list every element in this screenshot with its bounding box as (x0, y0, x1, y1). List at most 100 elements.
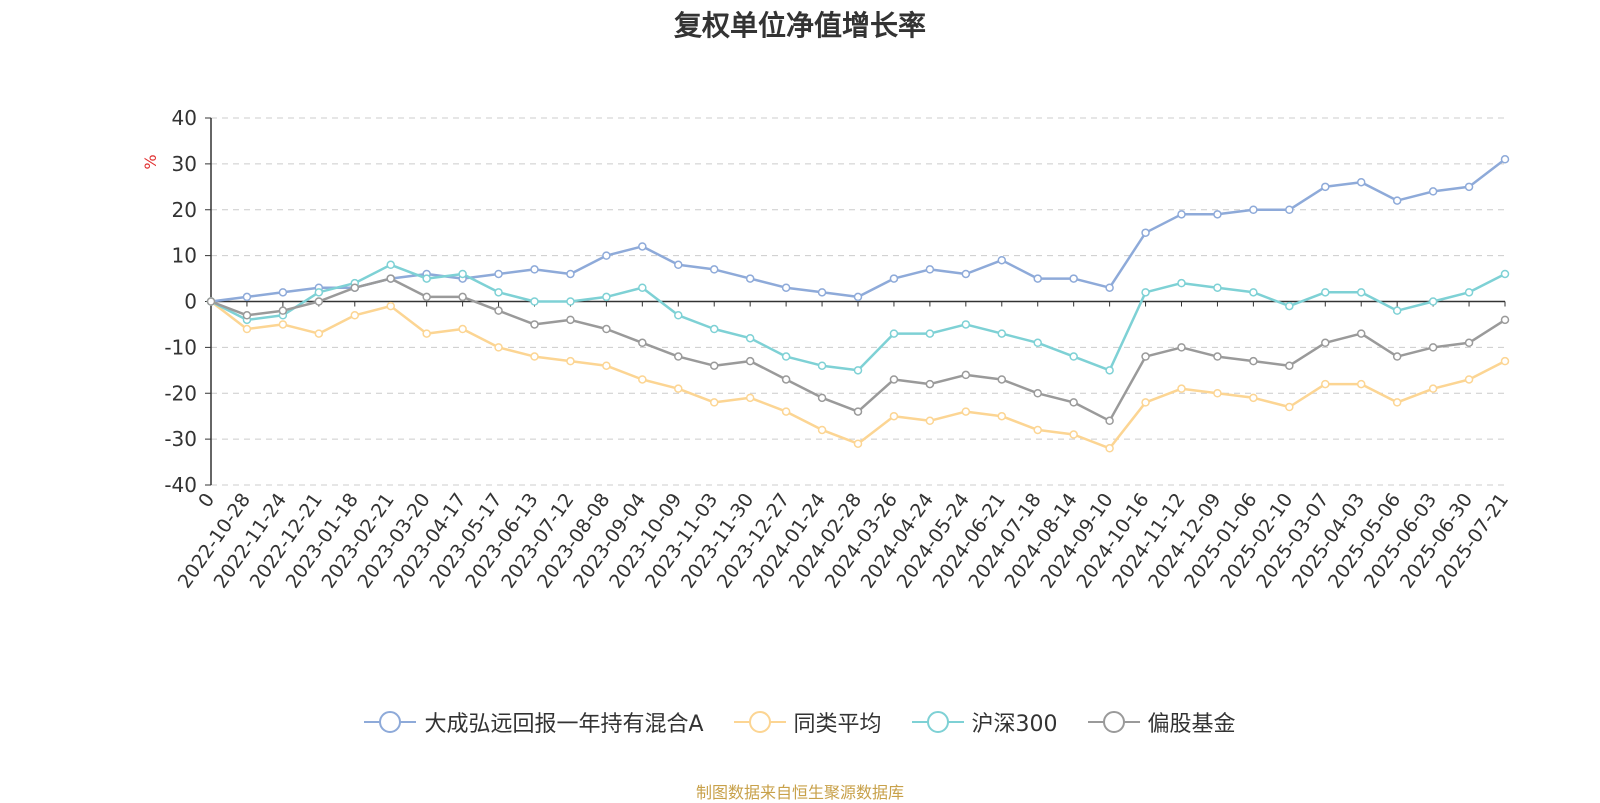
legend-item-fund[interactable]: 大成弘远回报一年持有混合A (364, 706, 704, 738)
series-point-0[interactable] (961, 269, 971, 279)
series-point-2[interactable] (458, 269, 467, 279)
series-point-3[interactable] (1428, 343, 1438, 352)
series-point-3[interactable] (1356, 329, 1366, 338)
series-point-3[interactable] (745, 356, 755, 366)
series-point-0[interactable] (925, 265, 935, 274)
series-point-0[interactable] (530, 265, 539, 274)
series-point-3[interactable] (206, 297, 216, 306)
series-point-2[interactable] (422, 274, 431, 283)
series-point-2[interactable] (1392, 306, 1402, 315)
series-point-3[interactable] (1105, 416, 1114, 426)
series-point-1[interactable] (1033, 425, 1042, 435)
series-point-3[interactable] (889, 375, 899, 384)
series-point-2[interactable] (386, 260, 395, 270)
series-point-0[interactable] (1105, 283, 1114, 292)
legend-item-equity-fund[interactable]: 偏股基金 (1087, 706, 1236, 738)
series-point-0[interactable] (1249, 205, 1258, 214)
series-point-2[interactable] (494, 288, 503, 297)
series-point-1[interactable] (745, 393, 755, 403)
series-point-1[interactable] (566, 356, 575, 366)
series-point-0[interactable] (1356, 177, 1366, 187)
series-point-3[interactable] (1069, 398, 1078, 407)
series-point-1[interactable] (889, 411, 899, 421)
series-point-1[interactable] (709, 398, 719, 407)
series-point-1[interactable] (530, 352, 539, 361)
series-point-1[interactable] (674, 384, 683, 393)
series-point-1[interactable] (494, 343, 503, 352)
series-point-0[interactable] (566, 269, 575, 279)
series-point-1[interactable] (386, 301, 395, 311)
series-point-1[interactable] (853, 439, 863, 448)
series-point-0[interactable] (602, 251, 611, 260)
series-point-0[interactable] (674, 260, 683, 270)
series-point-3[interactable] (1321, 338, 1330, 348)
series-point-3[interactable] (422, 292, 431, 302)
series-point-3[interactable] (1285, 361, 1294, 370)
series-point-1[interactable] (602, 361, 611, 370)
series-point-2[interactable] (745, 333, 755, 343)
series-point-1[interactable] (242, 324, 252, 334)
series-point-1[interactable] (1249, 393, 1258, 403)
series-point-1[interactable] (314, 329, 324, 338)
series-point-2[interactable] (1428, 297, 1438, 306)
series-point-3[interactable] (602, 324, 611, 334)
series-point-1[interactable] (817, 425, 827, 435)
series-point-3[interactable] (961, 370, 971, 380)
series-point-0[interactable] (853, 292, 863, 302)
series-point-2[interactable] (1105, 366, 1114, 375)
series-point-1[interactable] (350, 311, 360, 320)
series-point-1[interactable] (638, 375, 647, 384)
series-point-0[interactable] (781, 283, 791, 292)
series-point-1[interactable] (1392, 398, 1402, 407)
series-point-1[interactable] (1356, 379, 1366, 389)
series-point-1[interactable] (781, 407, 791, 416)
series-point-0[interactable] (1428, 187, 1438, 196)
series-point-2[interactable] (1141, 288, 1150, 297)
series-point-3[interactable] (674, 352, 683, 361)
series-point-0[interactable] (745, 274, 755, 283)
series-point-3[interactable] (1177, 343, 1186, 352)
series-point-3[interactable] (925, 379, 935, 389)
legend-item-peer-average[interactable]: 同类平均 (733, 706, 882, 738)
series-point-3[interactable] (997, 375, 1007, 384)
series-point-3[interactable] (1392, 352, 1402, 361)
series-point-3[interactable] (350, 283, 360, 292)
series-point-2[interactable] (925, 329, 935, 338)
series-point-2[interactable] (1069, 352, 1078, 361)
series-point-3[interactable] (1464, 338, 1474, 348)
series-point-2[interactable] (1500, 269, 1510, 279)
series-point-2[interactable] (997, 329, 1007, 338)
series-point-3[interactable] (1141, 352, 1150, 361)
series-point-0[interactable] (1033, 274, 1042, 283)
series-point-1[interactable] (1321, 379, 1330, 389)
series-point-3[interactable] (314, 297, 324, 306)
series-point-0[interactable] (1213, 210, 1222, 219)
series-point-3[interactable] (1033, 389, 1042, 398)
series-point-3[interactable] (386, 274, 395, 283)
series-point-3[interactable] (709, 361, 719, 370)
series-point-2[interactable] (1464, 288, 1474, 297)
series-point-0[interactable] (1177, 210, 1186, 219)
series-point-1[interactable] (1141, 398, 1150, 407)
series-point-1[interactable] (1105, 444, 1114, 453)
series-point-3[interactable] (817, 393, 827, 403)
series-point-1[interactable] (925, 416, 935, 426)
series-point-1[interactable] (1428, 384, 1438, 393)
series-point-2[interactable] (889, 329, 899, 338)
series-point-2[interactable] (709, 324, 719, 334)
series-point-0[interactable] (242, 292, 252, 302)
series-point-1[interactable] (997, 411, 1007, 421)
series-point-0[interactable] (638, 242, 647, 251)
series-point-3[interactable] (278, 306, 288, 315)
series-point-2[interactable] (1177, 278, 1186, 288)
series-point-0[interactable] (1321, 182, 1330, 192)
series-point-2[interactable] (530, 297, 539, 306)
series-point-2[interactable] (674, 311, 683, 320)
series-point-0[interactable] (889, 274, 899, 283)
series-point-1[interactable] (1464, 375, 1474, 384)
series-point-3[interactable] (458, 292, 467, 302)
series-point-2[interactable] (314, 288, 324, 297)
series-point-2[interactable] (1356, 288, 1366, 297)
series-point-3[interactable] (1249, 356, 1258, 366)
series-point-0[interactable] (494, 269, 503, 279)
